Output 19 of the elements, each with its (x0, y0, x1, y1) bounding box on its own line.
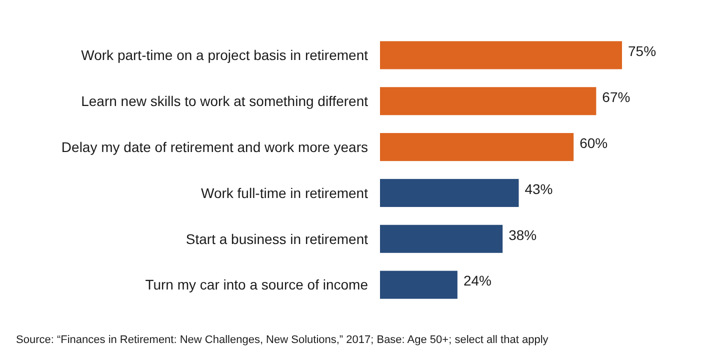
y-tick-label: Work full-time in retirement (200, 184, 368, 201)
y-tick-label: Delay my date of retirement and work more years (61, 138, 368, 155)
data-label: 60% (580, 134, 608, 151)
source-note: Source: “Finances in Retirement: New Challenges, New Solutions,” 2017; Base: Age 50+; select all that apply (16, 334, 549, 346)
data-label: 24% (463, 272, 492, 289)
bar (380, 178, 519, 207)
data-label: 67% (602, 89, 630, 106)
y-tick-label: Learn new skills to work at something different (81, 93, 368, 110)
bar (380, 87, 596, 116)
bar (380, 133, 574, 162)
bar (380, 224, 503, 253)
data-label: 38% (508, 226, 537, 243)
data-label: 75% (628, 43, 656, 60)
y-tick-label: Start a business in retirement (186, 230, 368, 247)
y-tick-label: Turn my car into a source of income (145, 276, 368, 293)
bar (380, 270, 458, 299)
data-label: 43% (524, 180, 553, 197)
y-tick-label: Work part-time on a project basis in retirement (81, 47, 368, 64)
bar (380, 41, 622, 70)
